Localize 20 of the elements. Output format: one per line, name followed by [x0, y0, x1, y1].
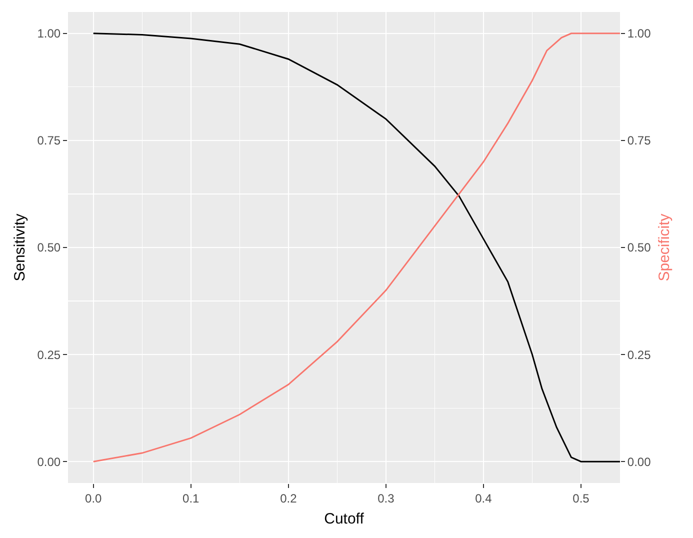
- x-tick-label: 0.2: [280, 491, 298, 506]
- x-tick-label: 0.3: [378, 491, 395, 506]
- y-axis-title: Sensitivity: [11, 213, 28, 282]
- y2-tick-label: 0.50: [627, 240, 652, 255]
- y-tick-label: 0.50: [37, 240, 61, 255]
- line-series: [92, 32, 620, 462]
- x-tick-label: 0.0: [85, 491, 102, 506]
- x-tick-label: 0.4: [475, 491, 492, 506]
- y2-axis-title: Specificity: [656, 213, 674, 282]
- y-tick-label: 0.25: [37, 348, 61, 362]
- x-tick-label: 0.1: [182, 491, 200, 506]
- y-tick-label: 0.00: [37, 454, 61, 469]
- y2-tick-label: 0.25: [627, 348, 652, 362]
- y-tick-label: 1.00: [37, 26, 61, 41]
- x-axis-title: Cutoff: [324, 510, 365, 528]
- y-tick-label: 0.75: [37, 134, 61, 148]
- y2-tick-label: 0.00: [627, 454, 652, 469]
- y2-tick-label: 0.75: [627, 134, 652, 148]
- x-tick-label: 0.5: [572, 491, 590, 506]
- y2-tick-label: 1.00: [627, 26, 652, 41]
